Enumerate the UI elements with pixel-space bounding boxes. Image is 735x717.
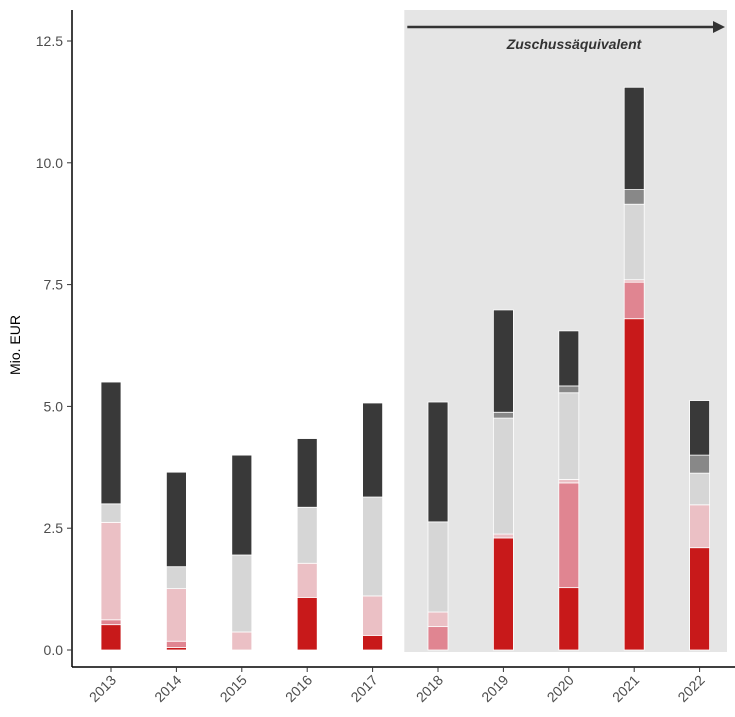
bar-segment-2019-s5 [492, 411, 514, 419]
x-tick-label-2016: 2016 [282, 672, 315, 705]
bar-segment-2020-s1 [558, 587, 580, 651]
bar-segment-2014-s6 [165, 471, 187, 568]
x-tick-label-2019: 2019 [478, 672, 511, 705]
bar-segment-2020-s5 [558, 385, 580, 394]
bar-segment-2019-s1 [492, 537, 514, 651]
bar-segment-2013-s3 [100, 521, 122, 621]
y-axis-title: Mio. EUR [7, 315, 23, 375]
highlight-label: Zuschussäquivalent [506, 36, 643, 52]
x-tick-label-2013: 2013 [86, 672, 119, 705]
bar-segment-2022-s1 [689, 547, 710, 651]
y-tick-label-1: 2.5 [44, 520, 64, 536]
y-axis-title-layer: Mio. EUR [7, 315, 23, 375]
bar-segment-2022-s3 [689, 504, 710, 549]
bar-segment-2013-s4 [100, 503, 122, 523]
bar-segment-2019-s6 [492, 309, 514, 413]
x-tick-label-2017: 2017 [347, 672, 380, 705]
annotation-layer: Zuschussäquivalent [407, 21, 725, 52]
bar-segment-2020-s4 [558, 392, 580, 480]
bar-segment-2013-s6 [100, 381, 122, 505]
y-tick-label-3: 7.5 [44, 277, 64, 293]
bar-segment-2016-s3 [296, 562, 318, 598]
bar-segment-2022-s4 [689, 472, 710, 506]
x-tick-label-2014: 2014 [151, 672, 184, 705]
bar-segment-2018-s4 [427, 521, 449, 613]
bar-segment-2017-s4 [362, 496, 384, 597]
bar-segment-2016-s4 [296, 506, 318, 564]
bar-segment-2020-s6 [558, 330, 580, 387]
x-tick-label-2021: 2021 [609, 672, 642, 705]
bar-segment-2018-s2 [427, 626, 449, 651]
bar-segment-2020-s3 [558, 479, 580, 484]
y-tick-label-2: 5.0 [44, 398, 64, 414]
bar-segment-2018-s6 [427, 401, 449, 523]
bar-segment-2015-s3 [231, 631, 253, 651]
bar-segment-2013-s1 [100, 624, 122, 651]
x-tick-label-2018: 2018 [413, 672, 446, 705]
bar-segment-2021-s4 [623, 203, 645, 281]
bar-segment-2014-s4 [165, 566, 187, 590]
bar-segment-2021-s6 [623, 86, 645, 190]
bar-segment-2014-s2 [165, 640, 187, 648]
bar-segment-2020-s2 [558, 482, 580, 589]
bar-segment-2019-s4 [492, 417, 514, 535]
bar-segment-2021-s2 [623, 281, 645, 320]
bar-segment-2016-s6 [296, 438, 318, 508]
bar-segment-2016-s1 [296, 596, 318, 651]
bar-segment-2022-s6 [689, 400, 710, 456]
bar-segment-2017-s6 [362, 402, 384, 498]
y-tick-label-4: 10.0 [36, 155, 63, 171]
bar-segment-2015-s4 [231, 554, 253, 633]
x-tick-label-2015: 2015 [217, 672, 250, 705]
bars-layer [100, 86, 710, 651]
bar-segment-2019-s3 [492, 533, 514, 539]
bar-segment-2018-s3 [427, 611, 449, 628]
bar-segment-2013-s2 [100, 619, 122, 626]
bar-segment-2014-s3 [165, 588, 187, 642]
highlight-arrow-head [713, 21, 725, 33]
bar-segment-2017-s3 [362, 595, 384, 636]
bar-segment-2021-s1 [623, 318, 645, 651]
y-tick-label-5: 12.5 [36, 33, 63, 49]
x-tick-label-2022: 2022 [674, 672, 707, 705]
bar-segment-2021-s5 [623, 189, 645, 205]
bar-segment-2015-s6 [231, 454, 253, 556]
axes-layer: 0.0 2.5 5.0 7.5 10.0 12.5 2013 2014 2015 2016 2017… [36, 10, 735, 705]
bar-segment-2022-s5 [689, 454, 710, 474]
x-tick-label-2020: 2020 [544, 672, 577, 705]
bar-segment-2017-s1 [362, 634, 384, 651]
y-tick-label-0: 0.0 [44, 642, 64, 658]
